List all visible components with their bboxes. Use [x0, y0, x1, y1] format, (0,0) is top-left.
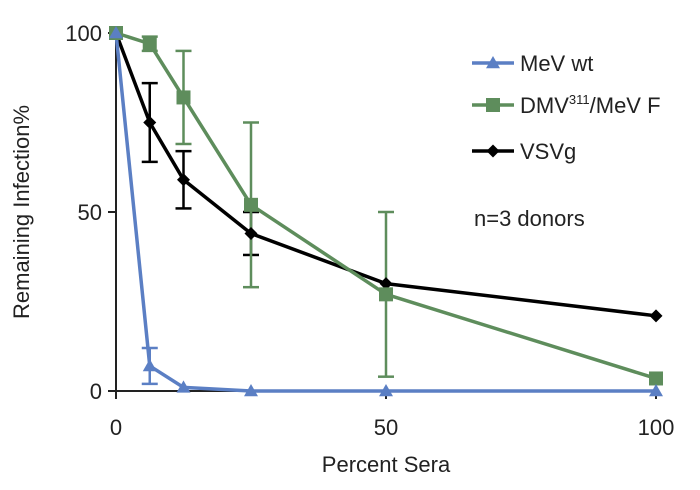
data-point — [649, 384, 663, 397]
data-point — [177, 173, 190, 187]
series-markers — [109, 26, 663, 397]
y-axis-title: Remaining Infection% — [9, 105, 34, 319]
legend-marker — [486, 98, 500, 112]
data-point — [142, 358, 157, 372]
data-point — [143, 116, 157, 129]
series-line — [114, 32, 657, 318]
data-point — [649, 309, 663, 323]
x-axis-title: Percent Sera — [322, 452, 451, 477]
data-point — [244, 384, 258, 397]
y-tick-label: 50 — [78, 200, 102, 225]
x-tick-label: 50 — [374, 415, 398, 440]
legend-marker — [486, 144, 500, 158]
data-point — [244, 226, 258, 240]
data-point — [379, 277, 393, 291]
legend-label: DMV311/MeV F — [520, 92, 661, 118]
annotation: n=3 donors — [474, 206, 585, 231]
series-line — [114, 32, 656, 393]
data-point — [649, 371, 663, 386]
legend-label-main: MeV wt — [520, 51, 593, 76]
y-tick-label: 100 — [65, 21, 102, 46]
x-tick-label: 0 — [110, 415, 122, 440]
axes: 0 50 100 0 50 100 Percent Sera Remaining Infect… — [9, 21, 674, 477]
data-point — [379, 287, 393, 302]
x-tick-label: 100 — [638, 415, 675, 440]
legend-label: VSVg — [520, 139, 576, 164]
data-point — [142, 36, 157, 51]
y-tick-label: 0 — [90, 379, 102, 404]
data-point — [244, 197, 258, 212]
legend-label: MeV wt — [520, 51, 593, 76]
legend-marker — [486, 56, 500, 69]
data-point — [176, 90, 191, 105]
data-point — [109, 26, 123, 39]
legend: MeV wt DMV311/MeV F VSVg — [472, 51, 661, 164]
data-point — [176, 380, 191, 393]
legend-label-main: VSVg — [520, 139, 576, 164]
legend-label-main: DMV — [520, 93, 569, 118]
legend-label-tail: /MeV F — [590, 93, 661, 118]
legend-label-superscript: 311 — [569, 92, 590, 107]
data-point — [379, 384, 393, 397]
